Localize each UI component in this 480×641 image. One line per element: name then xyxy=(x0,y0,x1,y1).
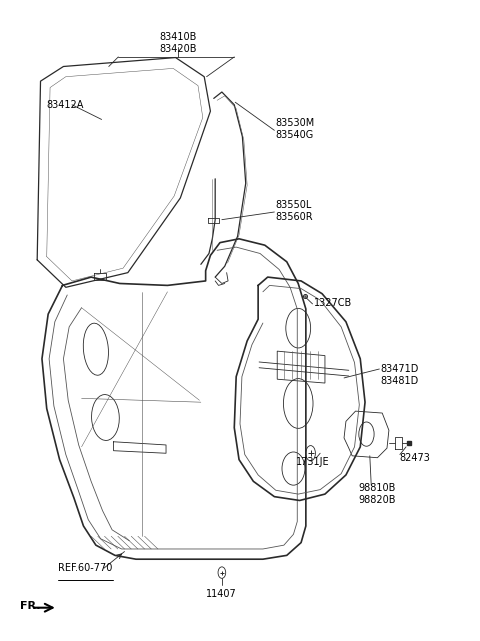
Text: REF.60-770: REF.60-770 xyxy=(58,563,112,573)
Text: 83471D
83481D: 83471D 83481D xyxy=(381,364,419,385)
Text: 82473: 82473 xyxy=(400,453,431,463)
Text: 1731JE: 1731JE xyxy=(296,457,330,467)
Text: 83550L
83560R: 83550L 83560R xyxy=(276,200,313,222)
Text: 83530M
83540G: 83530M 83540G xyxy=(276,118,315,140)
Text: FR.: FR. xyxy=(20,601,40,612)
Text: 1327CB: 1327CB xyxy=(314,297,352,308)
Text: 83410B
83420B: 83410B 83420B xyxy=(159,32,197,54)
Text: 11407: 11407 xyxy=(205,588,236,599)
Text: 83412A: 83412A xyxy=(47,100,84,110)
Text: 98810B
98820B: 98810B 98820B xyxy=(359,483,396,505)
